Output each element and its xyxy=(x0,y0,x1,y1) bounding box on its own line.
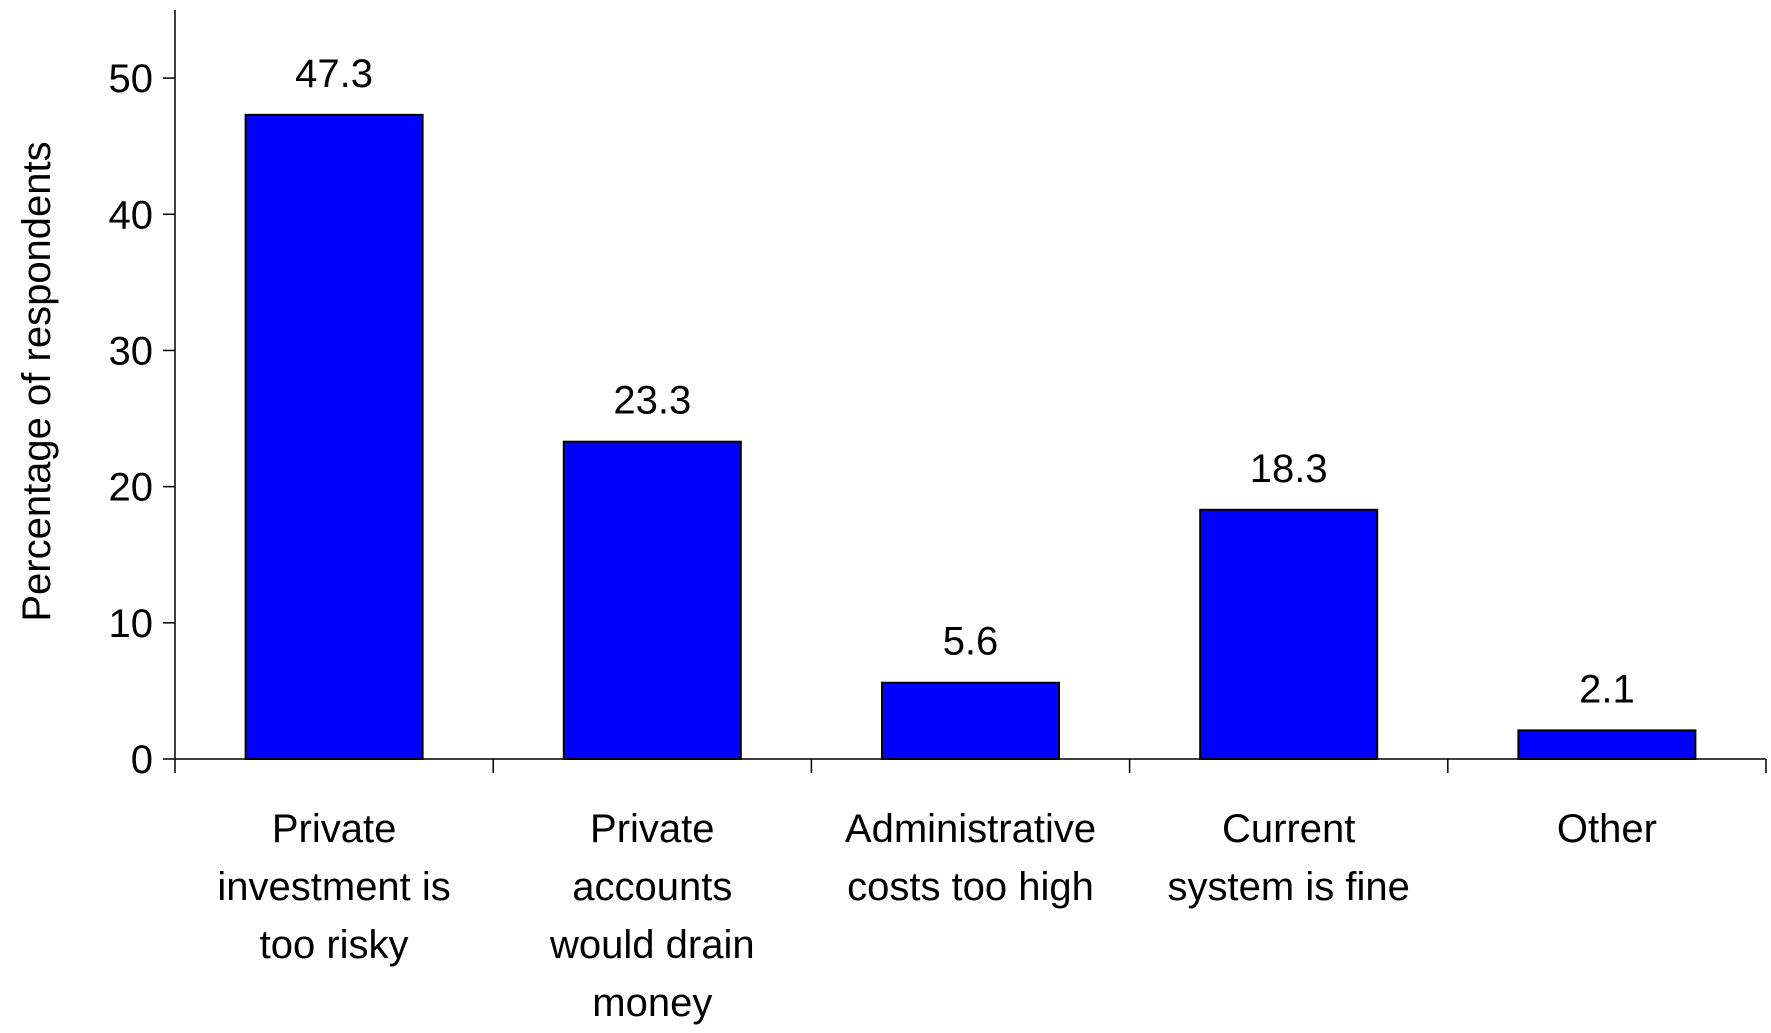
x-tick-label-line: money xyxy=(592,981,712,1025)
y-tick-label: 10 xyxy=(109,602,154,646)
x-tick-label: Private accounts would drain money xyxy=(549,807,755,1025)
x-tick-label-line: would drain xyxy=(549,923,755,967)
x-tick-label-line: costs too high xyxy=(847,865,1094,909)
y-tick-label: 20 xyxy=(109,466,154,510)
bar xyxy=(1517,729,1697,760)
bar-value-label: 5.6 xyxy=(943,620,999,664)
labels: 47.3 Private investment is too risky 23.3 Pri… xyxy=(217,52,1657,1025)
x-tick-label: Administrative costs too high xyxy=(845,807,1096,909)
y-tick-label: 0 xyxy=(131,738,153,782)
x-tick-label-line: Other xyxy=(1557,807,1657,851)
bar-value-label: 18.3 xyxy=(1250,447,1328,491)
x-tick-label: Current system is fine xyxy=(1168,807,1410,909)
bar xyxy=(881,681,1060,760)
bar-value-label: 47.3 xyxy=(295,52,373,96)
x-tick-label-line: accounts xyxy=(572,865,732,909)
y-tick-label: 50 xyxy=(109,57,154,101)
axes: 0 10 20 30 40 50 xyxy=(109,10,1767,782)
bar xyxy=(562,440,742,760)
y-axis-label: Percentage of respondents xyxy=(15,141,59,621)
bar-value-label: 23.3 xyxy=(613,379,691,423)
x-tick-label-line: too risky xyxy=(260,923,409,967)
x-tick-label-line: Private xyxy=(272,807,397,851)
x-tick-label-line: investment is xyxy=(217,865,450,909)
bars xyxy=(244,113,1697,761)
x-tick-label: Other xyxy=(1557,807,1657,851)
x-tick-label-line: Administrative xyxy=(845,807,1096,851)
x-tick-label-line: Current xyxy=(1222,807,1355,851)
bar-value-label: 2.1 xyxy=(1579,667,1635,711)
x-tick-label-line: Private xyxy=(590,807,715,851)
bar xyxy=(244,113,424,761)
x-tick-label-line: system is fine xyxy=(1168,865,1410,909)
bar xyxy=(1199,508,1379,760)
y-tick-label: 40 xyxy=(109,193,154,237)
x-tick-label: Private investment is too risky xyxy=(217,807,450,967)
y-tick-label: 30 xyxy=(109,329,154,373)
